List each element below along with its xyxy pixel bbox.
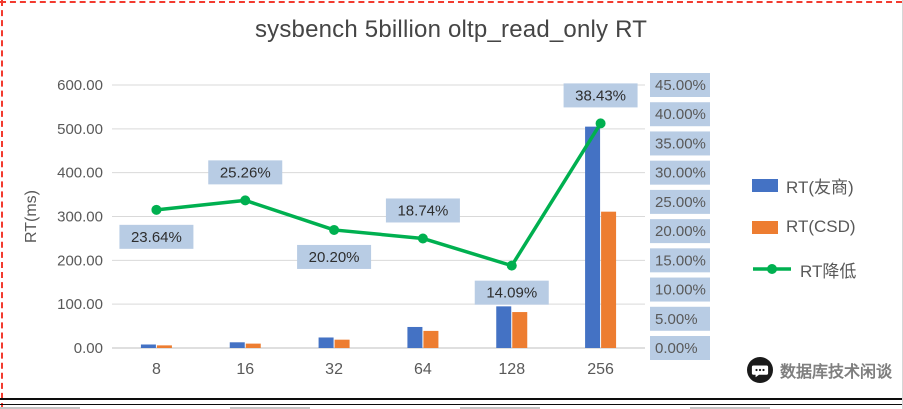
legend-swatch-green-line bbox=[752, 261, 792, 277]
svg-text:500.00: 500.00 bbox=[57, 121, 103, 138]
bottom-grid-ticks bbox=[0, 407, 902, 409]
svg-text:10.00%: 10.00% bbox=[655, 282, 706, 299]
svg-text:16: 16 bbox=[236, 361, 254, 378]
red-dashed-top-border bbox=[0, 1, 902, 3]
svg-text:25.00%: 25.00% bbox=[655, 194, 706, 211]
legend-item-rt-reduction[interactable]: RT降低 bbox=[752, 256, 856, 282]
watermark-text: 数据库技术闲谈 bbox=[779, 364, 892, 381]
svg-text:20.20%: 20.20% bbox=[309, 249, 360, 266]
svg-text:256: 256 bbox=[587, 361, 614, 378]
legend-label: RT降低 bbox=[800, 261, 857, 281]
legend-item-rt-vendor[interactable]: RT(友商) bbox=[752, 172, 856, 198]
svg-text:30.00%: 30.00% bbox=[655, 165, 706, 182]
svg-text:35.00%: 35.00% bbox=[655, 135, 706, 152]
svg-text:128: 128 bbox=[498, 361, 525, 378]
legend-item-rt-csd[interactable]: RT(CSD) bbox=[752, 214, 856, 240]
bottom-border-line bbox=[0, 398, 902, 400]
svg-text:15.00%: 15.00% bbox=[655, 252, 706, 269]
svg-text:64: 64 bbox=[414, 361, 432, 378]
chart-legend: RT(友商) RT(CSD) RT降低 bbox=[752, 172, 856, 282]
svg-text:32: 32 bbox=[325, 361, 343, 378]
svg-text:23.64%: 23.64% bbox=[131, 229, 182, 246]
svg-text:RT(ms): RT(ms) bbox=[23, 190, 40, 243]
svg-text:25.26%: 25.26% bbox=[220, 164, 271, 181]
legend-swatch-orange bbox=[752, 220, 778, 234]
red-dashed-left-border bbox=[1, 0, 3, 409]
svg-text:100.00: 100.00 bbox=[57, 296, 103, 313]
svg-text:14.09%: 14.09% bbox=[486, 285, 537, 302]
svg-text:20.00%: 20.00% bbox=[655, 223, 706, 240]
chat-bubble-icon bbox=[746, 357, 773, 383]
legend-label: RT(CSD) bbox=[786, 217, 856, 236]
chart-title: sysbench 5billion oltp_read_only RT bbox=[254, 16, 648, 43]
svg-text:400.00: 400.00 bbox=[57, 165, 103, 182]
chart-plot[interactable]: 600.00 500.00 400.00 300.00 200.00 100.00 0.00… bbox=[20, 60, 720, 390]
svg-text:8: 8 bbox=[152, 361, 161, 378]
svg-text:18.74%: 18.74% bbox=[397, 202, 448, 219]
svg-text:5.00%: 5.00% bbox=[655, 311, 698, 328]
svg-text:0.00%: 0.00% bbox=[655, 340, 698, 357]
svg-text:600.00: 600.00 bbox=[57, 77, 103, 94]
bottom-border-line-2 bbox=[0, 404, 902, 405]
legend-label: RT(友商) bbox=[786, 177, 854, 197]
svg-text:38.43%: 38.43% bbox=[575, 87, 626, 104]
svg-text:300.00: 300.00 bbox=[57, 209, 103, 226]
svg-text:0.00: 0.00 bbox=[74, 340, 103, 357]
svg-text:40.00%: 40.00% bbox=[655, 106, 706, 123]
legend-swatch-blue bbox=[752, 178, 778, 192]
svg-text:45.00%: 45.00% bbox=[655, 77, 706, 94]
svg-text:200.00: 200.00 bbox=[57, 252, 103, 269]
watermark: 数据库技术闲谈 bbox=[746, 357, 892, 383]
